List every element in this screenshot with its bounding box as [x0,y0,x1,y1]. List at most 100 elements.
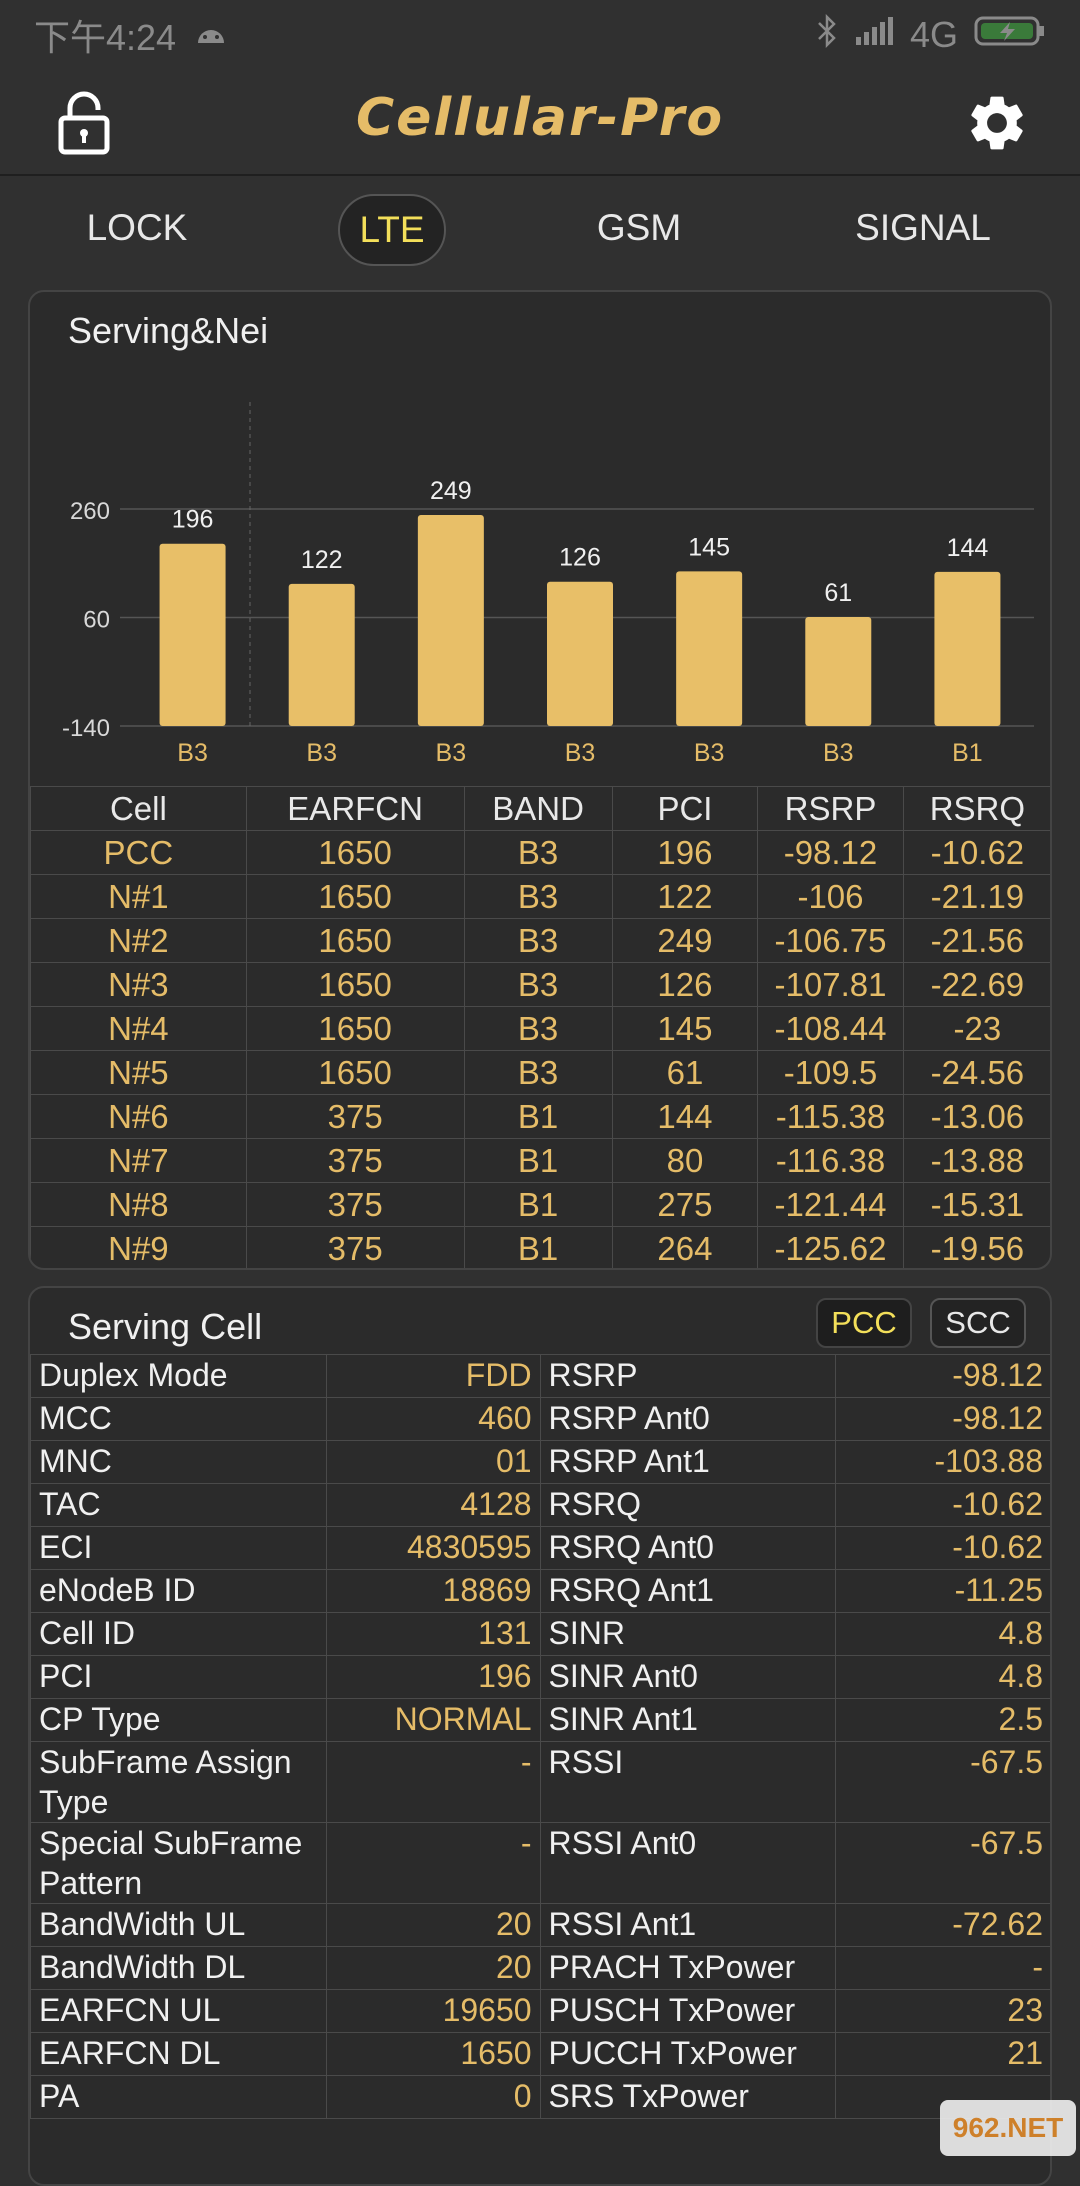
table-cell: -98.12 [757,830,904,875]
table-cell: -23 [902,1006,1050,1051]
battery-icon [974,14,1046,57]
pcc-button[interactable]: PCC [816,1298,912,1348]
table-cell: N#2 [30,918,247,963]
table-cell: 249 [611,918,759,963]
field-value: -10.62 [835,1526,1050,1570]
table-row: MCC 460 RSRP Ant0 -98.12 [30,1397,1050,1441]
table-cell: B3 [463,918,613,963]
data-label: 61 [824,579,852,607]
table-cell: -24.56 [902,1050,1050,1095]
x-tick-label: B3 [565,739,596,767]
y-tick-label: 60 [83,607,110,634]
table-row: N#2 1650 B3 249 -106.75 -21.56 [30,918,1050,963]
table-cell: N#1 [30,874,247,919]
table-cell: N#9 [30,1226,247,1268]
scc-button[interactable]: SCC [930,1298,1026,1348]
field-label: TAC [30,1483,327,1527]
table-header-row: Cell EARFCN BAND PCI RSRP RSRQ [30,786,1050,831]
field-value: 19650 [325,1989,541,2033]
table-cell: B1 [463,1182,613,1227]
field-value: -67.5 [835,1822,1050,1904]
table-cell: 375 [245,1182,465,1227]
settings-button[interactable] [964,90,1030,156]
column-header: BAND [463,786,613,831]
field-label: BandWidth DL [30,1946,327,1990]
table-cell: -21.56 [902,918,1050,963]
bar [417,514,484,726]
tab-signal[interactable]: SIGNAL [855,207,991,248]
field-label: SubFrame Assign Type [30,1741,327,1823]
table-cell: -13.06 [902,1094,1050,1139]
tab-lock[interactable]: LOCK [86,207,188,248]
table-row: N#8 375 B1 275 -121.44 -15.31 [30,1182,1050,1227]
table-cell: -106.75 [757,918,904,963]
table-cell: 1650 [245,830,465,875]
field-value: -98.12 [835,1354,1050,1398]
field-value: 23 [835,1989,1050,2033]
table-cell: -115.38 [757,1094,904,1139]
table-cell: -107.81 [757,962,904,1007]
field-label: SINR Ant1 [539,1698,837,1742]
table-cell: -125.62 [757,1226,904,1268]
field-value: 131 [325,1612,541,1656]
table-cell: 375 [245,1094,465,1139]
tab-lte[interactable]: LTE [338,194,446,266]
table-cell: B3 [463,830,613,875]
android-icon [194,14,228,56]
table-cell: -10.62 [902,830,1050,875]
table-cell: B3 [463,962,613,1007]
serving-nei-title: Serving&Nei [68,310,269,351]
serving-nei-card: Serving&Nei 260 60 -140 196 B3 122 B3 249 B3 126 B… [28,290,1052,1270]
table-cell: -116.38 [757,1138,904,1183]
table-cell: B3 [463,1050,613,1095]
table-cell: B1 [463,1138,613,1183]
table-cell: 264 [611,1226,759,1268]
unlock-button[interactable] [52,90,116,156]
table-cell: 144 [611,1094,759,1139]
table-row: EARFCN DL 1650 PUCCH TxPower 21 [30,2032,1050,2076]
table-row: N#6 375 B1 144 -115.38 -13.06 [30,1094,1050,1139]
neighbour-table: Cell EARFCN BAND PCI RSRP RSRQ PCC 1650 B3 196 -9… [30,786,1050,1268]
x-tick-label: B1 [952,739,983,767]
serving-cell-card: Serving Cell PCC SCC Duplex Mode FDD RSRP -… [28,1286,1052,2186]
app-title: Cellular-Pro [355,88,725,148]
table-row: MNC 01 RSRP Ant1 -103.88 [30,1440,1050,1484]
field-label: RSSI [539,1741,837,1823]
table-cell: -19.56 [902,1226,1050,1268]
unlock-icon [58,91,110,155]
table-row: N#4 1650 B3 145 -108.44 -23 [30,1006,1050,1051]
field-value: 460 [325,1397,541,1441]
field-value: NORMAL [325,1698,541,1742]
field-label: CP Type [30,1698,327,1742]
table-cell: B1 [463,1094,613,1139]
field-value: - [835,1946,1050,1990]
tab-gsm[interactable]: GSM [596,207,682,248]
serving-cell-title: Serving Cell [68,1306,263,1347]
field-label: Cell ID [30,1612,327,1656]
table-row: Special SubFrame Pattern - RSSI Ant0 -67.5 [30,1822,1050,1904]
field-value: 01 [325,1440,541,1484]
field-label: PUCCH TxPower [539,2032,837,2076]
table-cell: 126 [611,962,759,1007]
table-row: CP Type NORMAL SINR Ant1 2.5 [30,1698,1050,1742]
table-row: TAC 4128 RSRQ -10.62 [30,1483,1050,1527]
table-row: PA 0 SRS TxPower [30,2075,1050,2119]
field-label: EARFCN DL [30,2032,327,2076]
table-row: SubFrame Assign Type - RSSI -67.5 [30,1741,1050,1823]
table-cell: 122 [611,874,759,919]
bar [159,543,226,726]
table-cell: 145 [611,1006,759,1051]
table-cell: PCC [30,830,247,875]
bar [805,616,872,726]
field-label: RSRP Ant0 [539,1397,837,1441]
table-cell: -109.5 [757,1050,904,1095]
data-label: 249 [430,477,472,505]
field-label: Duplex Mode [30,1354,327,1398]
table-cell: -13.88 [902,1138,1050,1183]
field-label: PA [30,2075,327,2119]
field-value: - [325,1741,541,1823]
table-row: ECI 4830595 RSRQ Ant0 -10.62 [30,1526,1050,1570]
table-cell: 61 [611,1050,759,1095]
table-row: N#5 1650 B3 61 -109.5 -24.56 [30,1050,1050,1095]
field-label: SINR Ant0 [539,1655,837,1699]
